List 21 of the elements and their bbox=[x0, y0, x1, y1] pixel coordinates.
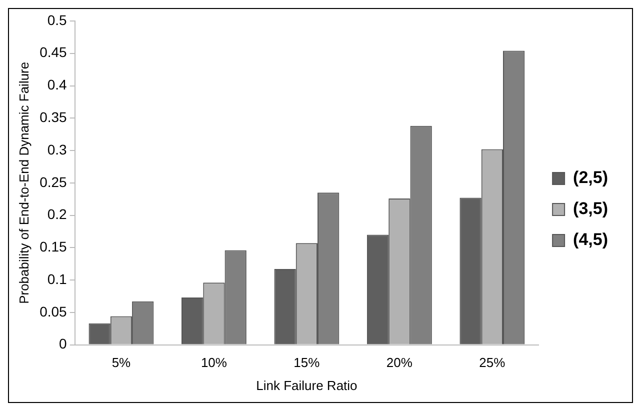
y-tick-label: 0 bbox=[59, 336, 68, 352]
y-tick-label: 0.3 bbox=[47, 141, 68, 158]
legend-label: (4,5) bbox=[573, 230, 608, 250]
y-tick-label: 0.5 bbox=[47, 12, 68, 28]
x-tick-label: 5% bbox=[112, 355, 132, 370]
y-tick-label: 0.2 bbox=[47, 206, 68, 222]
y-tick-label: 0.45 bbox=[40, 44, 68, 60]
y-tick-label: 0.15 bbox=[40, 238, 68, 255]
x-tick-label: 20% bbox=[386, 355, 413, 370]
legend-label: (2,5) bbox=[573, 168, 608, 188]
x-tick-label: 15% bbox=[294, 355, 320, 370]
x-tick-label: 10% bbox=[200, 355, 228, 370]
y-axis-title: Probability of End-to-End Dynamic Failure bbox=[16, 62, 32, 304]
y-tick-label: 0.35 bbox=[40, 109, 68, 125]
legend-label: (3,5) bbox=[573, 199, 608, 218]
y-tick-label: 0.25 bbox=[40, 174, 68, 190]
x-tick-label: 25% bbox=[479, 355, 506, 370]
y-tick-label: 0.1 bbox=[47, 270, 68, 287]
y-tick-label: 0.05 bbox=[40, 303, 68, 320]
y-tick-label: 0.4 bbox=[47, 76, 68, 93]
x-axis-title: Link Failure Ratio bbox=[256, 378, 358, 393]
